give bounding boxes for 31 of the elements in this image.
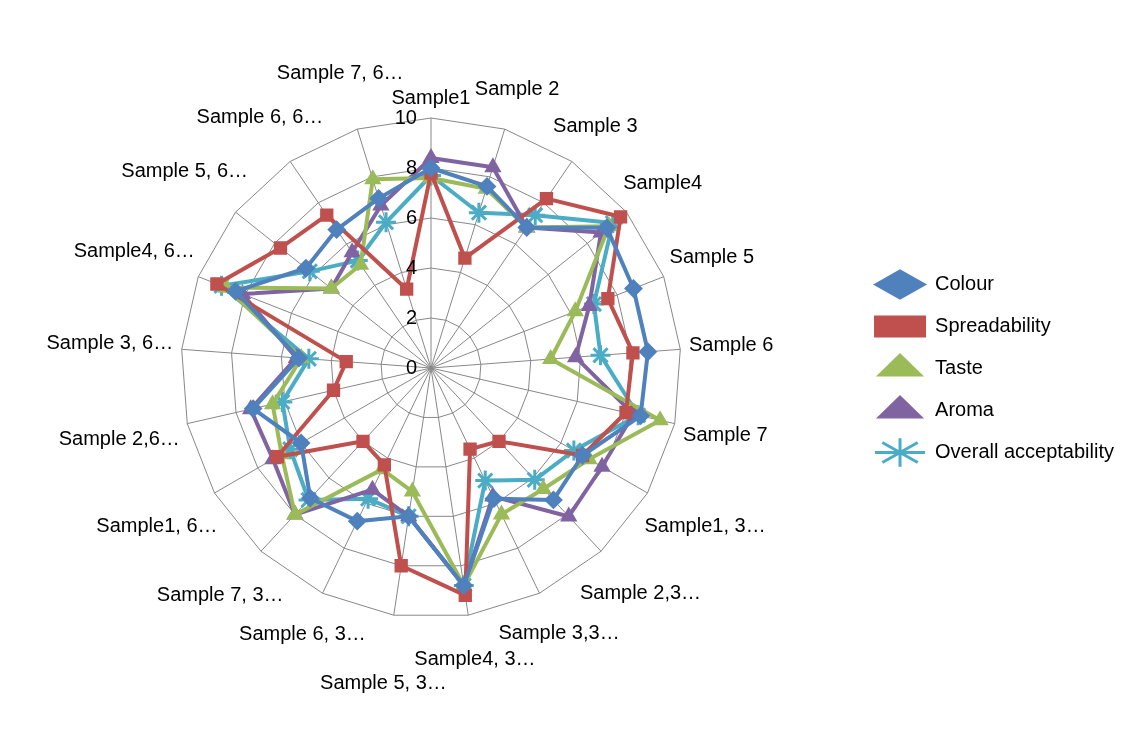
legend-label: Colour	[935, 272, 995, 295]
y-tick-label: 0	[405, 355, 417, 378]
spoke-label: Sample 6, 3…	[239, 622, 366, 645]
spoke-label: Sample4, 6…	[73, 239, 195, 262]
spoke-label: Sample 6	[688, 333, 774, 356]
spoke-label: Sample1	[391, 85, 471, 108]
spoke-label: Sample4, 3…	[414, 647, 536, 670]
spoke-label: Sample 2,3…	[579, 581, 702, 604]
y-tick-label: 6	[405, 205, 417, 228]
spoke-label: Sample 5, 3…	[320, 671, 447, 694]
legend-label: Aroma	[935, 398, 995, 421]
y-tick-label: 8	[405, 155, 417, 178]
spoke-label: Sample 5, 6…	[121, 159, 249, 182]
spoke-label: Sample4	[623, 170, 703, 193]
spoke-label: Sample1, 6…	[96, 513, 218, 536]
spoke-label: Sample 2	[474, 76, 560, 99]
spoke-label: Sample 3	[553, 114, 638, 137]
spoke-label: Sample 7, 3…	[156, 582, 284, 605]
spoke-label: Sample 7	[683, 422, 768, 445]
spoke-label: Sample 3,3…	[498, 621, 620, 644]
y-tick-label: 10	[394, 105, 417, 128]
spoke-label: Sample 6, 6…	[196, 104, 324, 127]
y-tick-label: 2	[405, 305, 417, 328]
spoke-label: Sample1, 3…	[644, 513, 766, 536]
legend-label: Overall acceptability	[935, 440, 1114, 463]
spoke-label: Sample 3, 6…	[46, 331, 174, 354]
spoke-label: Sample 2,6…	[58, 426, 180, 449]
spoke-label: Sample 7, 6…	[276, 61, 404, 84]
legend-label: Taste	[935, 356, 983, 379]
legend-label: Spreadability	[935, 314, 1051, 337]
spoke-label: Sample 5	[669, 245, 755, 268]
